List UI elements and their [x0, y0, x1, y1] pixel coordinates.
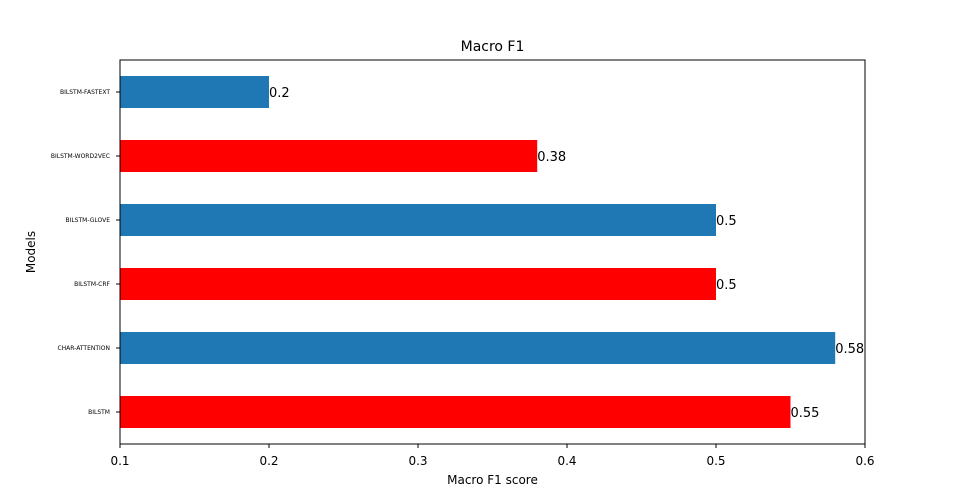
data-label-bilstm-fastext: 0.2 [269, 86, 290, 101]
bar-bilstm [120, 396, 791, 428]
x-tick-label: 0.5 [706, 454, 725, 468]
plot-frame [119, 59, 866, 445]
data-label-bilstm-crf: 0.5 [716, 278, 737, 293]
x-tick-label: 0.6 [855, 454, 874, 468]
y-tick-label-bilstm-fastext: BILSTM-FASTEXT [60, 89, 110, 96]
y-tick-label-char-attention: CHAR-ATTENTION [57, 345, 110, 352]
y-tick-label-bilstm-word2vec: BILSTM-WORD2VEC [51, 153, 110, 160]
y-tick-label-bilstm-crf: BILSTM-CRF [74, 281, 110, 288]
x-tick-label: 0.4 [557, 454, 576, 468]
y-tick-label-bilstm: BILSTM [88, 409, 110, 416]
data-label-bilstm-glove: 0.5 [716, 214, 737, 229]
x-axis-ticks: 0.1 0.2 0.3 0.4 0.5 0.6 [110, 444, 875, 468]
bar-bilstm-glove [120, 204, 716, 236]
bars-group [120, 76, 836, 428]
data-label-char-attention: 0.58 [835, 342, 864, 357]
x-tick-label: 0.3 [408, 454, 427, 468]
x-axis-label: Macro F1 score [447, 473, 538, 487]
bar-bilstm-fastext [120, 76, 269, 108]
bar-char-attention [120, 332, 836, 364]
bar-bilstm-crf [120, 268, 716, 300]
data-label-bilstm-word2vec: 0.38 [537, 150, 566, 165]
data-labels-group: 0.55 0.58 0.5 0.5 0.38 0.2 [269, 86, 864, 421]
data-label-bilstm: 0.55 [791, 406, 820, 421]
chart-title: Macro F1 [461, 39, 525, 55]
bar-bilstm-word2vec [120, 140, 538, 172]
y-axis-label: Models [24, 231, 38, 273]
x-tick-label: 0.2 [259, 454, 278, 468]
y-tick-label-bilstm-glove: BILSTM-GLOVE [65, 217, 110, 224]
y-axis-ticks: BILSTM CHAR-ATTENTION BILSTM-CRF BILSTM-GLO… [51, 89, 120, 416]
x-tick-label: 0.1 [110, 454, 129, 468]
